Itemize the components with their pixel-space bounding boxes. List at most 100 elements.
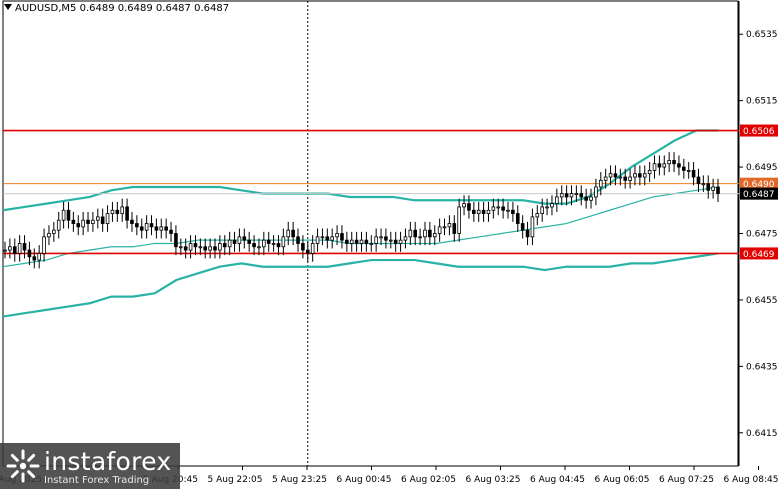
candle-body [506, 209, 510, 212]
candle-body [530, 216, 535, 238]
instaforex-logo: instaforex Instant Forex Trading [0, 443, 180, 489]
candle-body [540, 206, 544, 214]
candle-body [139, 226, 144, 231]
candle-body [252, 243, 256, 248]
candle-body [188, 243, 193, 251]
candle-body [574, 193, 579, 196]
x-tick-label: 5 Aug 22:05 [208, 475, 263, 485]
candles [3, 152, 720, 269]
candle-body [520, 223, 525, 231]
candle-body [125, 206, 129, 221]
candle-body [511, 209, 515, 214]
candle-body [335, 233, 339, 238]
candle-body [389, 239, 393, 242]
bollinger-upper-band [2, 129, 718, 212]
candle-body [613, 173, 618, 178]
candle-body [218, 243, 222, 251]
candle-body [154, 226, 159, 231]
candle-body [301, 243, 305, 251]
candle-body [232, 239, 237, 244]
candle-body [667, 160, 671, 165]
x-tick-label: 6 Aug 03:25 [466, 475, 521, 485]
candle-body [208, 246, 212, 251]
y-tick-label: 0.6535 [746, 30, 778, 40]
candle-body [555, 196, 559, 205]
candle-body [330, 236, 334, 241]
candle-body [716, 186, 720, 195]
candle-body [677, 163, 681, 168]
candle-body [403, 236, 408, 241]
x-tick-label: 6 Aug 07:25 [659, 475, 714, 485]
candle-body [349, 239, 354, 244]
candle-body [594, 186, 598, 198]
candle-body [432, 233, 437, 238]
candle-body [281, 236, 286, 248]
candle-body [325, 236, 330, 241]
candle-body [467, 203, 471, 211]
candle-body [91, 219, 95, 224]
candle-body [535, 213, 540, 218]
candle-body [515, 213, 520, 224]
candle-body [310, 243, 315, 254]
x-tick-label: 6 Aug 08:45 [724, 475, 779, 485]
candle-body [408, 229, 413, 238]
candle-body [37, 253, 41, 261]
candle-body [657, 163, 662, 168]
candle-body [315, 236, 320, 244]
symbol-line: AUDUSD,M5 0.6489 0.6489 0.6487 0.6487 [15, 3, 230, 14]
candle-body [110, 209, 115, 214]
candle-body [183, 246, 188, 251]
brand-tagline: Instant Forex Trading [44, 475, 150, 486]
candle-body [227, 239, 232, 248]
candle-body [711, 186, 715, 191]
candle-body [81, 219, 85, 228]
y-tick-label: 0.6455 [746, 296, 778, 306]
candle-body [608, 173, 613, 178]
candle-body [203, 246, 208, 251]
candle-body [647, 169, 652, 175]
candle-body [491, 206, 496, 211]
instaforex-mark-icon [6, 449, 40, 483]
candle-body [262, 239, 266, 248]
x-tick-label: 6 Aug 04:45 [530, 475, 585, 485]
candle-body [652, 163, 657, 171]
candle-body [559, 193, 564, 198]
candle-body [579, 193, 584, 198]
candle-body [159, 226, 164, 231]
level-label-box [740, 124, 778, 137]
candle-body [638, 173, 642, 178]
candle-body [642, 173, 647, 178]
candle-body [266, 239, 271, 244]
candle-body [130, 219, 134, 224]
x-tick-label: 5 Aug 23:25 [272, 475, 327, 485]
candle-body [462, 203, 466, 208]
candle-body [447, 223, 452, 228]
candle-body [550, 203, 554, 208]
candle-body [247, 239, 251, 244]
candle-body [71, 219, 76, 224]
dropdown-triangle-icon[interactable] [4, 4, 12, 10]
candle-body [598, 179, 603, 188]
level-label: 0.6469 [743, 250, 775, 260]
candle-body [545, 206, 549, 209]
candle-body [174, 233, 178, 248]
candle-body [135, 223, 139, 228]
candle-body [706, 183, 711, 191]
candle-body [76, 223, 81, 228]
candle-body [418, 236, 422, 239]
candle-body [305, 249, 310, 254]
candle-body [398, 239, 403, 244]
candle-body [179, 246, 183, 249]
candle-body [296, 236, 300, 244]
candle-body [691, 169, 696, 178]
bollinger-lower-band [2, 252, 719, 318]
candle-body [618, 176, 623, 179]
x-tick-label: 6 Aug 02:05 [401, 475, 456, 485]
candle-body [486, 209, 491, 214]
candle-body [52, 229, 56, 234]
candle-body [242, 236, 247, 241]
candle-body [457, 206, 461, 234]
candle-body [364, 239, 369, 244]
candle-body [66, 209, 71, 221]
